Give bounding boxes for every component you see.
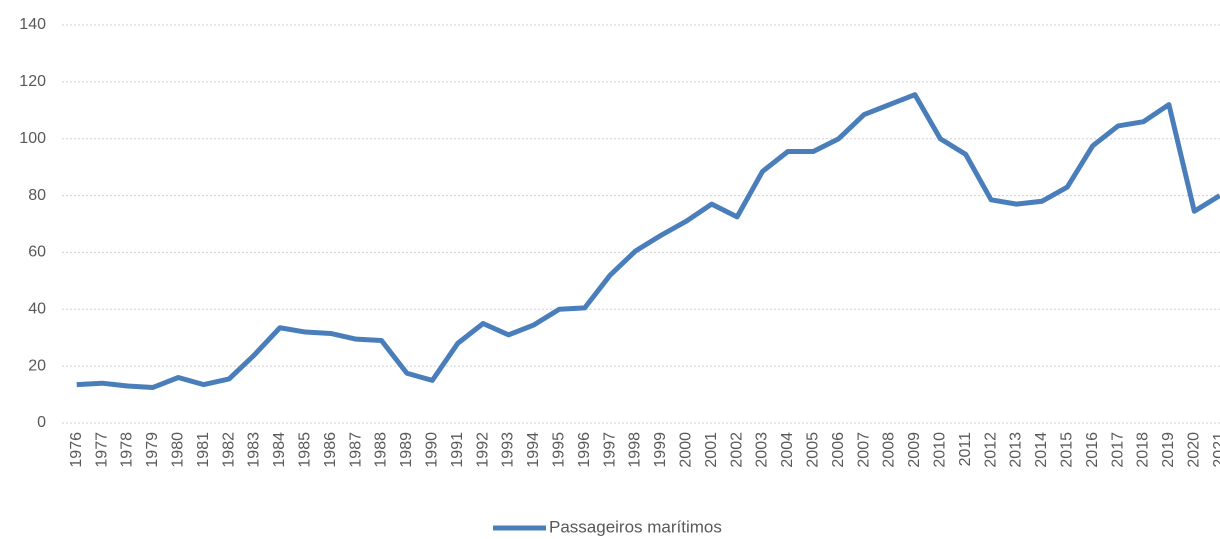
y-tick-label: 20 <box>28 357 46 374</box>
x-tick-label: 1988 <box>373 432 390 468</box>
x-tick-label: 2001 <box>703 432 720 468</box>
x-tick-label: 2000 <box>678 432 695 468</box>
x-tick-label: 2009 <box>906 432 923 468</box>
y-tick-label: 100 <box>19 130 46 147</box>
x-tick-label: 2010 <box>932 432 949 468</box>
x-tick-label: 1986 <box>322 432 339 468</box>
x-tick-label: 2017 <box>1109 432 1126 468</box>
y-tick-label: 0 <box>37 414 46 431</box>
x-tick-label: 2002 <box>728 432 745 468</box>
x-tick-label: 1980 <box>170 432 187 468</box>
y-tick-label: 60 <box>28 244 46 261</box>
x-tick-label: 2016 <box>1084 432 1101 468</box>
x-tick-label: 2006 <box>830 432 847 468</box>
x-tick-label: 1989 <box>398 432 415 468</box>
x-tick-label: 1987 <box>347 432 364 468</box>
y-tick-label: 120 <box>19 73 46 90</box>
x-tick-label: 1995 <box>551 432 568 468</box>
x-tick-label: 2013 <box>1008 432 1025 468</box>
x-tick-label: 1978 <box>119 432 136 468</box>
x-tick-label: 1998 <box>627 432 644 468</box>
x-tick-label: 1976 <box>68 432 85 468</box>
x-tick-label: 2008 <box>881 432 898 468</box>
x-tick-label: 2012 <box>982 432 999 468</box>
x-tick-label: 1984 <box>271 432 288 468</box>
x-tick-label: 1990 <box>424 432 441 468</box>
y-tick-label: 40 <box>28 301 46 318</box>
x-tick-label: 1979 <box>144 432 161 468</box>
x-tick-label: 1983 <box>246 432 263 468</box>
y-tick-label: 80 <box>28 187 46 204</box>
x-tick-label: 1992 <box>474 432 491 468</box>
x-tick-label: 2015 <box>1059 432 1076 468</box>
x-tick-label: 2019 <box>1160 432 1177 468</box>
x-tick-label: 2018 <box>1135 432 1152 468</box>
x-tick-label: 2011 <box>957 432 974 467</box>
x-tick-label: 2004 <box>779 432 796 468</box>
line <box>76 92 1220 390</box>
x-tick-label: 1997 <box>601 432 618 468</box>
x-tick-label: 1993 <box>500 432 517 468</box>
x-tick-label: 1981 <box>195 432 212 468</box>
x-tick-label: 1982 <box>220 432 237 468</box>
y-tick-label: 140 <box>19 16 46 33</box>
x-tick-label: 2021 <box>1211 432 1220 468</box>
x-tick-label: 2003 <box>754 432 771 468</box>
x-tick-label: 2014 <box>1033 432 1050 468</box>
x-tick-label: 1991 <box>449 432 466 468</box>
x-tick-label: 1985 <box>297 432 314 468</box>
x-tick-label: 2005 <box>805 432 822 468</box>
x-tick-label: 1994 <box>525 432 542 468</box>
x-tick-label: 1996 <box>576 432 593 468</box>
x-tick-label: 1977 <box>93 432 110 468</box>
x-tick-label: 2007 <box>855 432 872 468</box>
legend-label: Passageiros marítimos <box>549 517 722 536</box>
x-tick-label: 1999 <box>652 432 669 468</box>
x-tick-label: 2020 <box>1186 432 1203 468</box>
